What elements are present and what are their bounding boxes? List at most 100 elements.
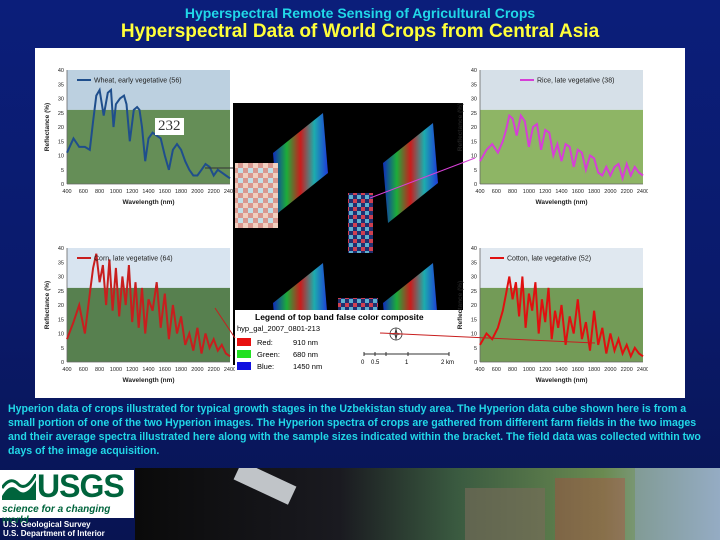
x-tick-label: 400	[62, 367, 71, 373]
x-axis-label: Wavelength (nm)	[535, 199, 587, 206]
image-id: hyp_gal_2007_0801-213	[237, 324, 320, 333]
x-tick-label: 600	[79, 367, 88, 373]
x-tick-label: 2400	[637, 189, 648, 195]
x-tick-label: 2000	[191, 367, 203, 373]
y-tick-label: 5	[61, 168, 64, 174]
scale-label: 0	[361, 360, 365, 366]
x-tick-label: 1000	[523, 367, 535, 373]
y-tick-label: 25	[58, 289, 64, 295]
y-tick-label: 0	[61, 182, 64, 188]
scale-label: 1	[405, 360, 409, 366]
legend-label: Cotton, late vegetative (52)	[507, 256, 591, 263]
y-tick-label: 30	[58, 275, 64, 281]
org-credits: U.S. Geological Survey U.S. Department o…	[3, 520, 105, 538]
x-axis-label: Wavelength (nm)	[535, 377, 587, 384]
y-tick-label: 5	[474, 168, 477, 174]
scale-bar: 0 0.5 1 2 km	[361, 352, 454, 366]
y-tick-label: 40	[58, 246, 64, 252]
usgs-tagline: science for a changing world	[2, 504, 111, 526]
y-tick-label: 0	[474, 182, 477, 188]
y-tick-label: 15	[58, 317, 64, 323]
x-tick-label: 400	[475, 189, 484, 195]
y-tick-label: 35	[471, 82, 477, 88]
photo-sky	[67, 248, 230, 288]
y-tick-label: 20	[471, 125, 477, 131]
photo-field	[67, 109, 230, 184]
y-tick-label: 35	[58, 82, 64, 88]
x-tick-label: 1000	[523, 189, 535, 195]
x-axis-label: Wavelength (nm)	[122, 199, 174, 206]
band-swatch-blue	[237, 362, 251, 370]
y-tick-label: 40	[471, 246, 477, 252]
x-tick-label: 800	[95, 367, 104, 373]
band-label: Green:	[257, 349, 280, 359]
y-axis-label: Reflectance (%)	[44, 281, 51, 329]
connector-lines	[205, 157, 596, 344]
y-tick-label: 40	[471, 68, 477, 74]
x-tick-label: 600	[492, 367, 501, 373]
x-tick-label: 1400	[142, 367, 154, 373]
org-line-1: U.S. Geological Survey	[3, 520, 91, 529]
scale-label: 2 km	[441, 360, 454, 366]
y-tick-label: 25	[471, 289, 477, 295]
y-tick-label: 35	[471, 260, 477, 266]
y-tick-label: 35	[58, 260, 64, 266]
x-tick-label: 2000	[604, 189, 616, 195]
y-tick-label: 10	[471, 154, 477, 160]
y-tick-label: 25	[58, 111, 64, 117]
scale-label: 0.5	[371, 360, 380, 366]
x-tick-label: 2200	[621, 189, 633, 195]
x-tick-label: 2200	[208, 367, 220, 373]
y-tick-label: 30	[471, 97, 477, 103]
band-swatch-green	[237, 350, 251, 358]
y-tick-label: 20	[58, 303, 64, 309]
x-tick-label: 2200	[208, 189, 220, 195]
y-tick-label: 5	[61, 346, 64, 352]
legend-title: Legend of top band false color composite	[255, 312, 424, 322]
rice-spectrum-chart: 400 600 800 1000 1200 1400 1600 1800 2000 2200 240…	[457, 68, 648, 206]
x-tick-label: 1200	[126, 367, 138, 373]
supertitle: Hyperspectral Remote Sensing of Agricult…	[184, 5, 536, 21]
band-value: 680 nm	[293, 349, 319, 359]
x-tick-label: 1400	[142, 189, 154, 195]
x-tick-label: 600	[492, 189, 501, 195]
usgs-wave-icon	[2, 474, 36, 500]
photo-sky	[480, 70, 643, 110]
y-tick-label: 15	[471, 139, 477, 145]
x-tick-label: 1600	[572, 189, 584, 195]
y-axis-label: Reflectance (%)	[457, 281, 464, 329]
y-tick-label: 20	[58, 125, 64, 131]
y-axis-label: Reflectance (%)	[457, 103, 464, 151]
y-tick-label: 10	[58, 332, 64, 338]
band-label: Red:	[257, 337, 273, 347]
x-tick-label: 1600	[572, 367, 584, 373]
x-tick-label: 800	[508, 189, 517, 195]
x-tick-label: 1200	[126, 189, 138, 195]
band-value: 910 nm	[293, 337, 319, 347]
x-tick-label: 2400	[224, 189, 235, 195]
x-tick-label: 1800	[588, 189, 600, 195]
y-tick-label: 25	[471, 111, 477, 117]
x-tick-label: 1200	[539, 367, 551, 373]
y-tick-label: 20	[471, 303, 477, 309]
y-tick-label: 10	[471, 332, 477, 338]
band-swatch-red	[237, 338, 251, 346]
x-tick-label: 800	[508, 367, 517, 373]
band-list: Red: 910 nm Green: 680 nm Blue: 1450 nm	[237, 336, 322, 372]
x-axis-label: Wavelength (nm)	[122, 377, 174, 384]
plot-sample-label: 232	[155, 118, 184, 135]
figure-panel: Legend of top band false color composite…	[35, 48, 685, 398]
x-tick-label: 800	[95, 189, 104, 195]
photo-sky	[480, 248, 643, 288]
y-tick-label: 0	[61, 360, 64, 366]
series-line	[479, 276, 644, 359]
usgs-logo-text: USGS	[37, 468, 125, 504]
y-tick-label: 30	[471, 275, 477, 281]
band-value: 1450 nm	[293, 361, 323, 371]
x-tick-label: 400	[475, 367, 484, 373]
y-tick-label: 15	[471, 317, 477, 323]
corn-spectrum-chart: 400 600 800 1000 1200 1400 1600 1800 2000 2200 240…	[44, 246, 235, 384]
y-tick-label: 40	[58, 68, 64, 74]
x-tick-label: 400	[62, 189, 71, 195]
wheat-spectrum-chart: 400 600 800 1000 1200 1400 1600 1800 2000 2200 240…	[44, 68, 235, 206]
